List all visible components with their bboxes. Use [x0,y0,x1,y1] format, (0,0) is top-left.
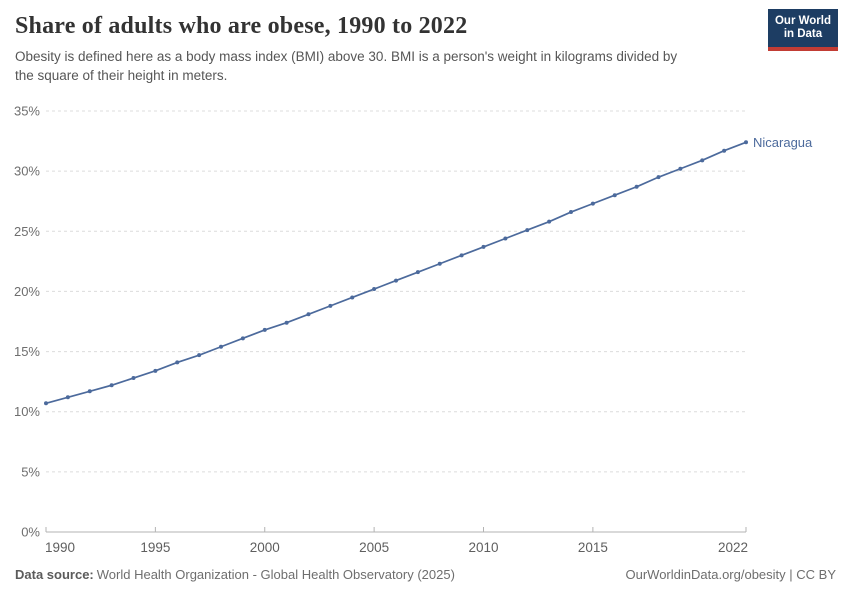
data-point[interactable] [109,383,114,388]
data-point[interactable] [350,295,355,300]
data-point[interactable] [44,401,48,406]
y-tick-label: 0% [21,525,40,540]
license-note[interactable]: OurWorldinData.org/obesity | CC BY [625,567,837,582]
y-tick-label: 35% [14,104,40,119]
data-point[interactable] [197,353,202,358]
owid-logo[interactable]: Our World in Data [767,9,838,51]
page-title: Share of adults who are obese, 1990 to 2… [15,13,468,39]
y-tick-label: 5% [21,464,40,479]
entity-label[interactable]: Nicaragua [753,135,813,150]
data-point[interactable] [503,236,508,241]
data-point[interactable] [262,327,267,332]
x-tick-label: 2022 [718,540,748,555]
data-point[interactable] [372,287,377,292]
data-point[interactable] [131,376,136,381]
chart-footer: Data source: World Health Organization - … [15,567,836,582]
data-point[interactable] [175,360,180,365]
y-tick-label: 25% [14,224,40,239]
line-chart: 0% 5% 10% 15% 20% 25% 30% 35% 1990 1995 2000 2005 20… [14,104,813,556]
data-point[interactable] [65,395,70,400]
x-tick-label: 1995 [140,540,170,555]
y-tick-label: 15% [14,344,40,359]
series-line-nicaragua[interactable] [45,141,747,405]
data-point[interactable] [328,303,333,308]
y-tick-label: 30% [14,164,40,179]
data-point[interactable] [481,244,486,249]
data-point[interactable] [700,158,705,163]
data-point[interactable] [153,368,158,373]
data-source-value: World Health Organization - Global Healt… [96,567,455,582]
owid-logo-line1: Our World [774,15,831,27]
x-tick-label: 2010 [468,540,498,555]
data-point[interactable] [415,270,420,275]
data-point[interactable] [437,261,442,266]
owid-logo-line2: in Data [783,28,823,40]
data-point[interactable] [459,253,464,258]
data-point[interactable] [87,389,92,394]
data-point[interactable] [678,166,683,171]
y-tick-label: 10% [14,404,40,419]
data-point[interactable] [744,140,748,145]
data-point[interactable] [722,148,727,153]
x-tick-label: 1990 [45,540,75,555]
chart-subtitle: Obesity is defined here as a body mass i… [15,49,678,83]
data-point[interactable] [569,210,573,215]
data-point[interactable] [634,184,639,189]
y-tick-label: 20% [14,284,40,299]
data-point[interactable] [525,228,530,233]
data-source-label: Data source: [15,567,94,582]
data-point[interactable] [547,219,552,224]
data-point[interactable] [612,193,617,198]
data-point[interactable] [394,278,398,283]
data-point[interactable] [240,336,245,341]
data-point[interactable] [590,201,595,206]
x-tick-label: 2000 [250,540,280,555]
data-point[interactable] [284,320,289,325]
data-source: Data source: World Health Organization - … [15,567,455,582]
x-tick-label: 2005 [359,540,389,555]
data-point[interactable] [656,175,661,180]
chart-header: Share of adults who are obese, 1990 to 2… [15,13,760,85]
x-tick-label: 2015 [578,540,608,555]
data-point[interactable] [306,312,311,317]
data-point[interactable] [219,344,223,349]
